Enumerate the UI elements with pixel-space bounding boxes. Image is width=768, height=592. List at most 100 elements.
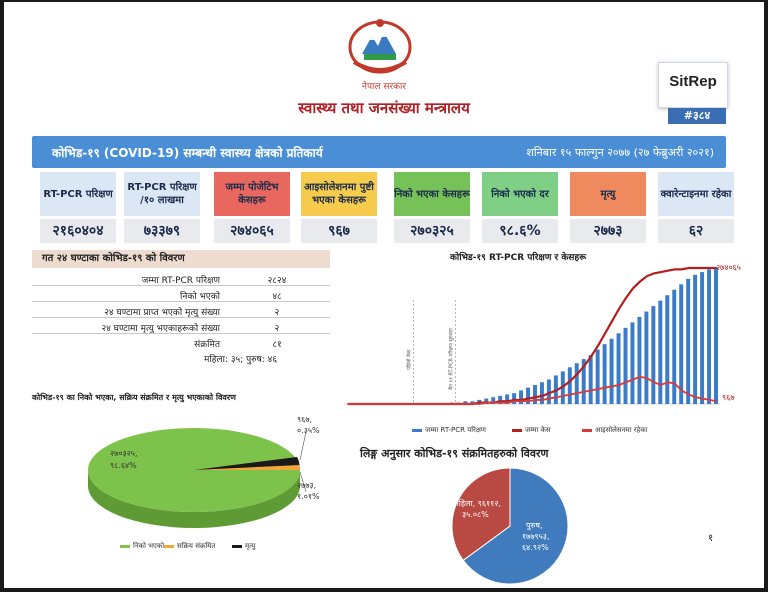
row-value-recovered: ४८ [272,292,282,302]
legend-label: मृत्यु [245,542,256,550]
test-bar [491,397,496,404]
card-label-total-positive: जम्मा पोजेटिभ केसहरू [214,172,290,216]
pie-label-active-count: ९६७, [297,415,313,424]
legend-swatch [120,544,130,548]
trend-legend-isolation: आइसोलेसनमा रहेका [582,426,648,435]
pie-label-death-count: २७७३, [297,481,317,490]
legend-active: सक्रिय संक्रमित [164,542,215,551]
trend-chart: पहिलो केस चैत ११ RT-PCR परिक्षण सुरुवात [344,266,720,406]
pie-slice-active [194,465,301,470]
legend-swatch [582,428,592,432]
test-bar [463,401,468,404]
trend-legend-tests: जम्मा RT-PCR परिक्षण [412,426,486,435]
test-bar [714,268,718,404]
outcome-pie-chart [88,428,307,528]
annotation-label: चैत ११ RT-PCR परिक्षण सुरुवात [447,328,454,390]
pie-label-recovered-count: २७०३२५, [110,449,138,458]
test-bar [616,333,621,404]
test-bar [602,344,607,404]
test-bar [700,272,705,404]
test-bar [505,394,510,404]
gender-pie-title: लिङ्ग अनुसार कोभिड-१९ संक्रमितहरुको विवर… [360,447,549,460]
gender-slice-male [462,467,569,585]
trend-chart-title: कोभिड-१९ RT-PCR परिक्षण र केसहरू [450,253,587,263]
title-banner: कोभिड-१९ (COVID-19) सम्बन्धी स्वास्थ्य क… [32,136,726,168]
legend-label: जम्मा RT-PCR परिक्षण [425,426,486,434]
legend-death: मृत्यु [232,542,255,551]
test-bar [637,316,642,404]
gender-label-male-pct: ६४.९२% [522,543,549,552]
test-bar [484,398,489,404]
isolation-line [347,375,717,405]
banner-title: कोभिड-१९ (COVID-19) सम्बन्धी स्वास्थ्य क… [52,146,323,160]
gender-split-text: महिला: ३५; पुरुष: ४६ [204,355,278,365]
trend-legend-cases: जम्मा केस [512,426,551,435]
outcome-pie-title: कोभिड-१९ का निको भएका, सक्रिय संक्रमित र… [32,393,236,402]
card-value-deaths: २७७३ [570,219,646,243]
pie-label-recovered-pct: ९८.६४% [110,461,137,470]
row-value-deaths-24h: २ [274,324,280,334]
card-value-quarantine: ६२ [658,219,734,243]
row-label-deaths-reported: २४ घण्टामा प्राप्त भएको मृत्यु संख्या [104,308,220,318]
test-bar [574,363,579,404]
row-label-recovered: निको भएको [180,292,220,302]
card-label-recovery-rate: निको भएको दर [482,172,558,216]
card-value-isolation: ९६७ [301,219,377,243]
test-bar [546,379,551,404]
row-label-tests: जम्मा RT-PCR परिक्षण [141,276,220,286]
sitrep-label: SitRep [669,73,717,90]
test-bar [679,284,684,404]
test-bar [581,359,586,404]
row-label-deaths-24h: २४ घण्टामा मृत्यु भएकाहरूको संख्या [101,324,220,334]
test-bar [539,382,544,404]
card-label-isolation: आइसोलेशनमा पुष्टी भएका केसहरू [301,172,377,216]
test-bar [567,367,572,404]
test-bar [595,349,600,404]
card-label-rtpcr: RT-PCR परिक्षण [40,172,116,216]
test-bar [630,322,635,404]
row-label-infected: संक्रमित [194,340,220,350]
test-bar [665,295,670,404]
card-label-deaths: मृत्यु [570,172,646,216]
annotation-label: पहिलो केस [406,349,413,370]
test-bar [686,278,691,404]
row-value-tests: २८२४ [267,276,287,286]
sitrep-number: #३८४ [668,108,726,124]
legend-swatch [232,544,242,548]
ministry-title: स्वास्थ्य तथा जनसंख्या मन्त्रालय [298,99,470,117]
test-bar [498,395,503,404]
row-value-infected: ८१ [272,340,282,350]
test-bar [512,393,517,404]
test-bar [693,274,698,404]
gender-label-female-pct: ३५.०८% [462,510,489,519]
test-bar [533,384,537,404]
test-bar [707,269,712,404]
test-bar [519,390,524,404]
legend-swatch [512,428,522,432]
legend-recovered: निको भएको [120,542,164,551]
card-value-recovery-rate: ९८.६% [482,219,558,243]
legend-label: आइसोलेसनमा रहेका [595,426,648,434]
legend-label: निको भएको [133,542,165,550]
card-value-recovered: २७०३२५ [394,219,470,243]
gender-label-male-count: १७७९५३, [522,532,550,541]
row-value-deaths-reported: २ [274,308,280,318]
pie-slice-death [194,457,300,470]
test-bar [526,387,530,404]
row-divider [32,301,330,302]
legend-label: सक्रिय संक्रमित [177,542,216,550]
pie-label-active-pct: ०.३५% [297,426,320,435]
row-divider [32,285,330,286]
card-value-total-positive: २७४०६५ [214,219,290,243]
end-label-cases: २७४०६५ [716,263,741,272]
sitrep-badge: SitRep [658,62,728,108]
last-24h-header: गत २४ घण्टाका कोभिड-१९ को विवरण [32,250,330,268]
government-name: नेपाल सरकार [361,82,407,92]
legend-label: जम्मा केस [525,426,551,434]
card-value-rtpcr: २१६०४०४ [40,219,116,243]
sitrep-page: नेपाल सरकार स्वास्थ्य तथा जनसंख्या मन्त्… [4,2,764,588]
test-bar [658,300,663,404]
card-label-quarantine: क्वारेन्टाइनमा रहेका [658,172,734,216]
end-label-isolation: ९६७ [722,393,735,402]
row-divider [32,317,330,318]
